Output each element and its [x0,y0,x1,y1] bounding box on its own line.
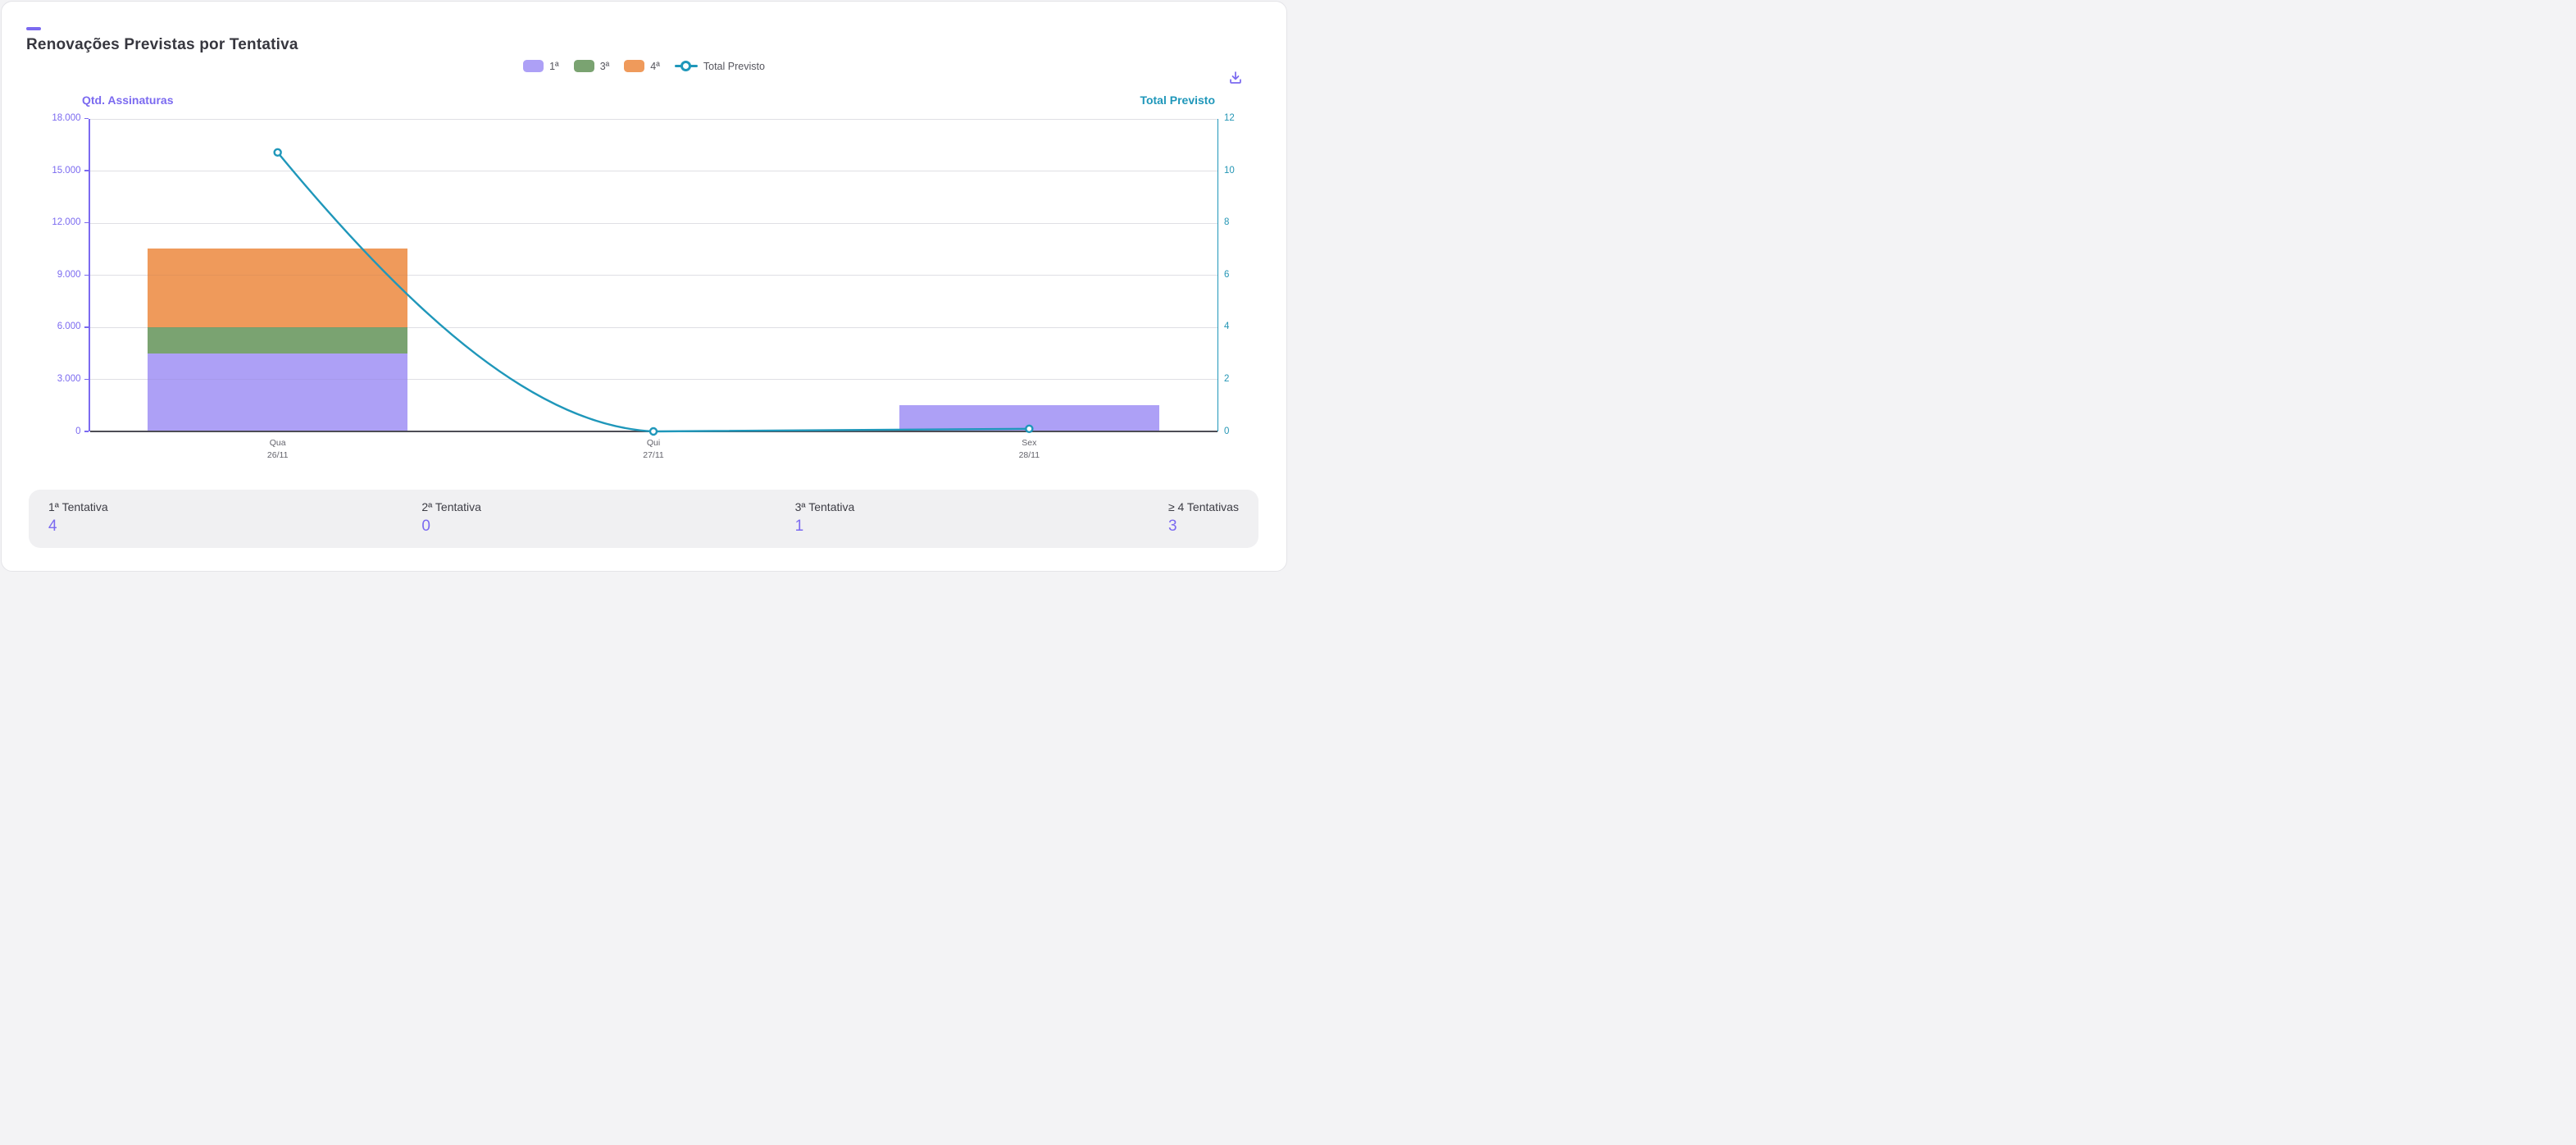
chart-card: Renovações Previstas por Tentativa 1ª 3ª… [1,1,1287,572]
y-axis-tick-label-right: 10 [1224,165,1235,176]
chart-plot-area: 18.000 15.000 12.000 9.000 6.000 3.000 0 12 10 8 6… [2,2,1286,571]
grid-line-overlay [89,379,1217,381]
legend-swatch-4a [624,60,645,72]
legend-item-3a[interactable]: 3ª [573,60,610,72]
summary-strip: 1ª Tentativa 4 2ª Tentativa 0 3ª Tentati… [29,490,1258,548]
bar-segment-1 [899,405,1159,431]
line-marker [273,148,282,157]
chart-widget-page: Renovações Previstas por Tentativa 1ª 3ª… [0,0,1288,572]
y-axis-tick-label-left: 12.000 [52,217,81,228]
y-axis-tick-label-left: 18.000 [52,113,81,123]
left-axis-tick [84,117,89,120]
x-axis-label: Qui 27/11 [643,438,664,460]
legend-swatch-1a [523,60,544,72]
bar-segment-1 [148,353,408,431]
x-axis-label: Qua 26/11 [266,438,289,460]
y-axis-tick-label-left: 9.000 [57,269,81,280]
left-axis-tick [84,170,89,171]
legend-label: Total Previsto [703,60,765,72]
page-title: Renovações Previstas por Tentativa [26,36,298,53]
grid-line [89,118,1217,120]
grid-line-overlay [89,275,1217,276]
chart-legend: 1ª 3ª 4ª Total Previsto [2,60,1286,72]
summary-card-1a: 1ª Tentativa 4 [48,500,108,536]
legend-item-4a[interactable]: 4ª [624,60,660,72]
title-accent-dash [26,27,41,30]
bar-segment-3 [148,326,408,354]
right-axis-title: Total Previsto [1140,94,1215,107]
y-axis-tick-label-left: 15.000 [52,165,81,176]
summary-value: 4 [48,518,57,535]
left-axis-title: Qtd. Assinaturas [82,94,174,107]
x-axis-label: Sex 28/11 [1018,438,1040,460]
summary-card-4plus: ≥ 4 Tentativas 3 [1168,500,1239,536]
y-axis-tick-label-left: 6.000 [57,322,81,332]
grid-line-overlay [89,118,1217,120]
summary-label: ≥ 4 Tentativas [1167,500,1239,513]
grid-line-overlay [89,326,1217,328]
download-icon [1230,71,1241,84]
right-axis-line [1217,118,1218,431]
legend-label: 1ª [549,60,559,72]
summary-card-3a: 3ª Tentativa 1 [795,500,855,536]
legend-label: 3ª [599,60,610,72]
bar-segment-4 [148,249,408,327]
y-axis-tick-label-right: 2 [1224,373,1230,384]
y-axis-tick-label-right: 8 [1224,217,1230,228]
grid-line-overlay [89,222,1217,224]
summary-card-2a: 2ª Tentativa 0 [421,500,481,536]
left-axis-tick [84,274,89,276]
left-axis-tick [84,378,89,381]
summary-value: 3 [1167,518,1177,535]
legend-label: 4ª [650,60,660,72]
y-axis-tick-label-left: 0 [75,426,81,436]
left-axis-tick [84,326,89,328]
left-axis-tick [84,221,89,224]
summary-label: 3ª Tentativa [794,500,855,513]
y-axis-tick-label-left: 3.000 [57,373,81,384]
summary-label: 2ª Tentativa [421,500,481,513]
left-axis-tick [84,431,89,432]
y-axis-tick-label-right: 0 [1224,426,1230,436]
legend-item-total-previsto[interactable]: Total Previsto [674,60,765,72]
summary-value: 0 [421,518,430,535]
y-axis-tick-label-right: 6 [1224,269,1230,280]
legend-swatch-3a [573,60,594,72]
legend-item-1a[interactable]: 1ª [523,60,559,72]
left-axis-line [89,118,90,431]
y-axis-tick-label-right: 12 [1224,113,1235,123]
line-series-icon [674,61,698,72]
download-button[interactable] [1225,67,1246,89]
summary-label: 1ª Tentativa [48,500,108,513]
y-axis-tick-label-right: 4 [1224,322,1230,332]
summary-value: 1 [794,518,804,535]
